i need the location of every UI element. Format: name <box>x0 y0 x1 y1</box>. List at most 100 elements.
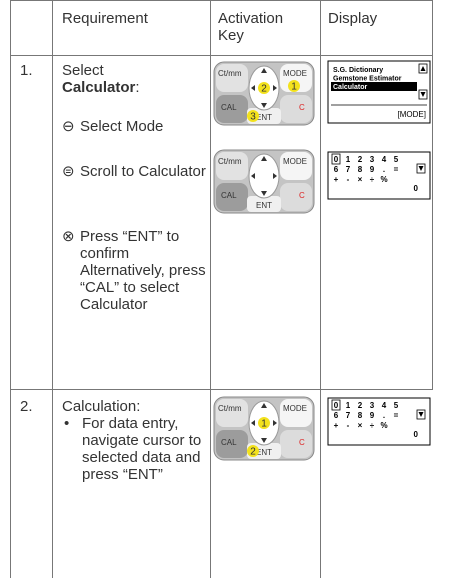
requirement: Select Calculator: <box>62 62 207 96</box>
text: Calculator <box>62 79 136 96</box>
calc-key: - <box>347 421 350 430</box>
menu-item: S.G. Dictionary <box>333 67 383 74</box>
calc-key: 7 <box>346 411 351 420</box>
calc-key: 6 <box>334 165 339 174</box>
calc-key: 2 <box>358 401 363 410</box>
arrow <box>261 68 267 73</box>
calc-key: 4 <box>382 155 387 164</box>
border <box>52 0 53 578</box>
arrow <box>420 92 426 97</box>
keypad: Ct/mm MODE CAL ENT C 1 2 <box>213 396 315 461</box>
key <box>216 152 248 180</box>
result: 0 <box>414 184 419 193</box>
calc-key: 4 <box>382 401 387 410</box>
keypad: Ct/mm MODE CAL ENT C 2 1 3 <box>213 61 315 126</box>
badge-label: 2 <box>250 447 256 458</box>
key <box>247 196 281 212</box>
row-number: 2. <box>20 398 33 415</box>
calc-key: . <box>383 165 385 174</box>
key-label: CAL <box>221 438 237 447</box>
key-label: ENT <box>256 113 272 122</box>
calc-key: 0 <box>334 155 339 164</box>
badge <box>258 82 270 94</box>
key-label: Ct/mm <box>218 157 242 166</box>
key-label: C <box>299 191 305 200</box>
key <box>216 399 248 427</box>
badge-label: 1 <box>291 82 297 93</box>
key <box>280 399 312 427</box>
key-label: ENT <box>256 201 272 210</box>
step: ⊖ Select Mode <box>62 118 207 135</box>
border <box>432 0 433 390</box>
calc-key: 5 <box>394 401 399 410</box>
key-label: ENT <box>256 448 272 457</box>
step: ⊗ Press “ENT” to confirm Alternatively, p… <box>62 228 212 313</box>
arrow <box>261 403 267 408</box>
key-label: MODE <box>283 157 307 166</box>
arrow <box>273 420 277 426</box>
text: Select Mode <box>80 118 164 135</box>
key-label: CAL <box>221 191 237 200</box>
calc-key: - <box>347 175 350 184</box>
footer: [MODE] <box>398 110 426 119</box>
screen <box>327 397 431 446</box>
menu-item: Gemstone Estimator <box>333 76 402 83</box>
arrow <box>261 191 267 196</box>
calc-key: 7 <box>346 165 351 174</box>
calc-key: 9 <box>370 411 375 420</box>
calc-key: 8 <box>358 165 363 174</box>
key <box>280 430 312 458</box>
key <box>216 183 248 211</box>
badge-label: 2 <box>261 84 267 95</box>
cursor <box>331 399 341 411</box>
calc-key: 6 <box>334 411 339 420</box>
badge <box>258 417 270 429</box>
key <box>280 95 312 123</box>
calc-key: 3 <box>370 401 375 410</box>
badge <box>247 445 259 457</box>
calc-key: × <box>358 175 363 184</box>
header-cell: Activation Key <box>218 10 284 44</box>
text: Select <box>62 62 104 79</box>
key <box>216 430 248 458</box>
key-label: Ct/mm <box>218 404 242 413</box>
key-label: Ct/mm <box>218 69 242 78</box>
step: • For data entry, navigate cursor to sele… <box>64 415 206 483</box>
key-label: CAL <box>221 103 237 112</box>
badge <box>288 80 300 92</box>
key <box>216 64 248 92</box>
border <box>320 0 321 578</box>
calc-key: 1 <box>346 155 351 164</box>
icon: ⊜ <box>62 163 75 180</box>
calc-key: = <box>394 165 399 174</box>
cursor <box>331 153 341 165</box>
key-label: C <box>299 103 305 112</box>
screen <box>327 60 431 124</box>
border <box>10 389 433 390</box>
key <box>280 64 312 92</box>
header-cell: Requirement <box>62 10 148 27</box>
calc-key: % <box>380 421 387 430</box>
arrow <box>273 85 277 91</box>
key <box>280 152 312 180</box>
text: Calculation: <box>62 398 141 415</box>
calc-key: ÷ <box>370 421 375 430</box>
arrow <box>261 156 267 161</box>
calc-key: + <box>334 175 339 184</box>
text: For data entry, navigate cursor to selec… <box>82 415 202 483</box>
display: 0 1 2 3 4 56 7 8 9. =+ - × ÷ %0 <box>327 151 431 200</box>
calc-key: 1 <box>346 401 351 410</box>
menu-item: Calculator <box>333 84 368 91</box>
key-label: C <box>299 438 305 447</box>
border <box>10 55 433 56</box>
calc-key: 2 <box>358 155 363 164</box>
arrow <box>273 173 277 179</box>
nav-pad <box>248 153 280 199</box>
icon: ⊖ <box>62 118 75 135</box>
arrow <box>420 66 426 71</box>
arrow <box>251 173 255 179</box>
calc-key: 5 <box>394 155 399 164</box>
badge-label: 1 <box>261 419 267 430</box>
row-number: 1. <box>20 62 33 79</box>
